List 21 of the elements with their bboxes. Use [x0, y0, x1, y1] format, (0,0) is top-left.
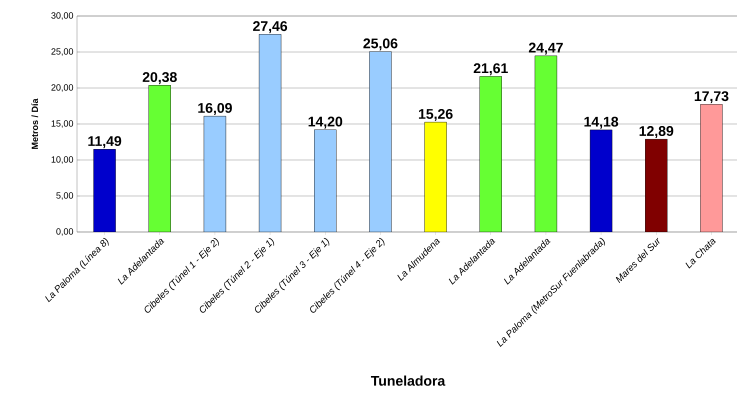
data-label: 14,18 — [584, 116, 618, 129]
y-tick-label: 0,00 — [56, 228, 74, 236]
y-axis-title: Metros / Día — [31, 98, 38, 149]
y-tick-label: 5,00 — [56, 192, 74, 200]
data-label: 21,61 — [474, 63, 508, 76]
data-label: 17,73 — [694, 91, 728, 104]
data-label: 20,38 — [142, 72, 177, 84]
y-tick-label: 15,00 — [52, 120, 74, 128]
data-label: 15,26 — [418, 108, 453, 121]
x-axis-title: Tuneladora — [370, 376, 446, 386]
y-tick-label: 20,00 — [51, 84, 74, 92]
data-label: 11,49 — [88, 136, 122, 148]
data-label: 14,20 — [308, 116, 342, 129]
data-label: 25,06 — [363, 38, 398, 50]
y-tick-label: 25,00 — [51, 48, 74, 56]
data-label: 24,47 — [528, 42, 563, 55]
y-tick-label: 10,00 — [52, 156, 74, 164]
data-label: 16,09 — [198, 103, 232, 115]
data-label: 27,46 — [253, 21, 288, 34]
data-label: 12,89 — [640, 126, 674, 138]
y-tick-label: 30,00 — [51, 12, 74, 20]
